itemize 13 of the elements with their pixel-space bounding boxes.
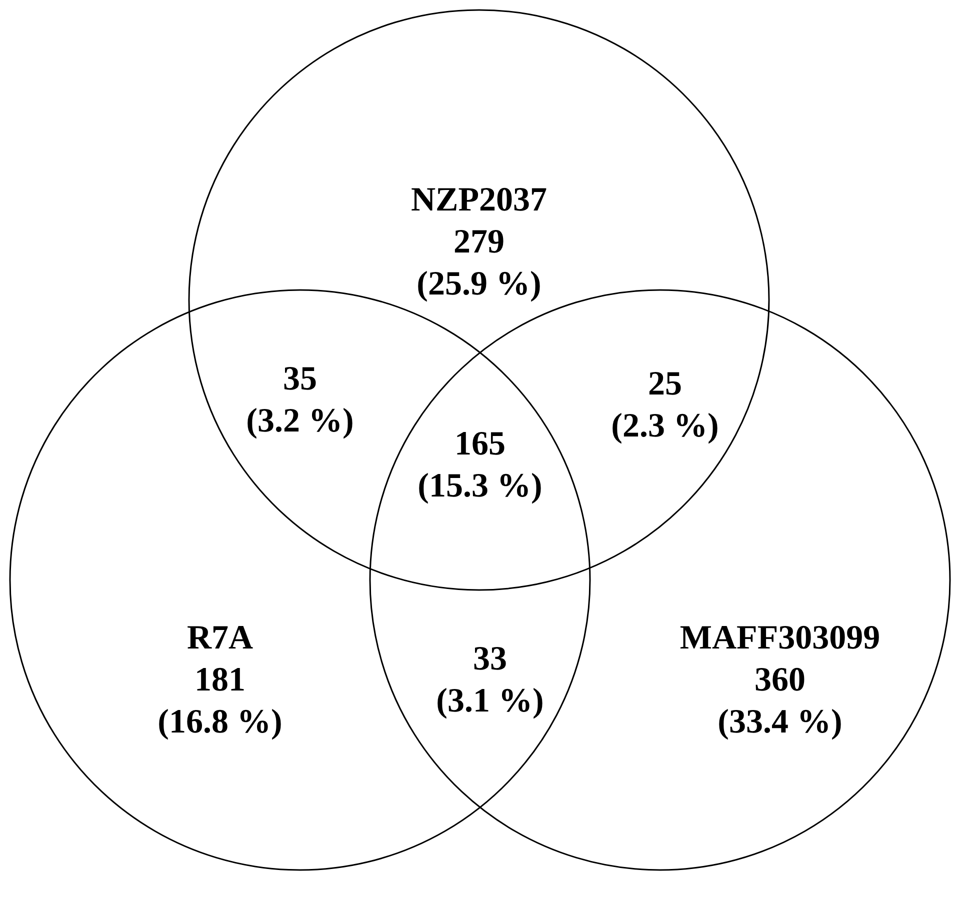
category-label: R7A bbox=[186, 620, 254, 656]
text: 165 (15.3 %) bbox=[418, 426, 542, 504]
text: (33.4 %) bbox=[718, 704, 842, 740]
data-label: 360 bbox=[754, 662, 806, 698]
text: 35 (3.2 %) bbox=[246, 360, 354, 440]
text: (16.8 %) bbox=[158, 704, 282, 740]
text: 33 (3.1 %) bbox=[436, 640, 544, 720]
category-label: NZP2037 bbox=[411, 182, 547, 218]
category-label: MAFF303099 bbox=[680, 620, 880, 656]
data-label: 181 bbox=[194, 662, 246, 698]
text: (25.9 %) bbox=[416, 266, 542, 302]
data-label: 279 bbox=[454, 224, 504, 260]
text: 25 (2.3 %) bbox=[611, 366, 719, 444]
